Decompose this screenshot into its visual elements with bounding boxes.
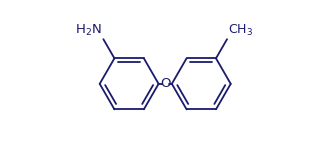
Text: O: O — [160, 77, 170, 90]
Text: CH$_3$: CH$_3$ — [228, 23, 253, 38]
Text: H$_2$N: H$_2$N — [75, 23, 102, 38]
